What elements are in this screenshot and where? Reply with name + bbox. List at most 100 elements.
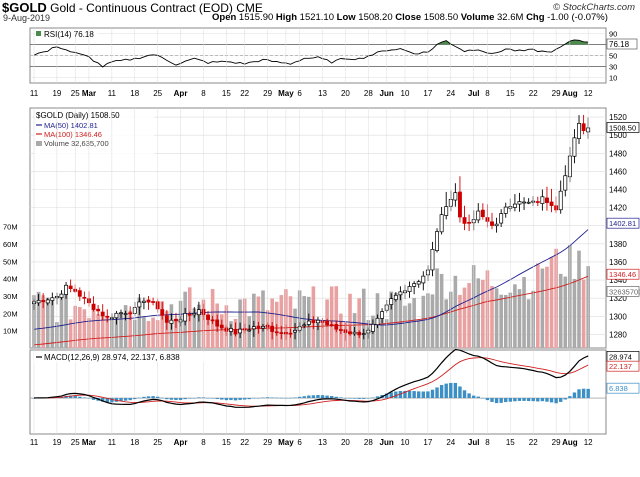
macd-hist-bar <box>288 397 293 399</box>
macd-hist-bar <box>284 397 288 399</box>
candle-body <box>316 319 320 324</box>
volume-bar <box>68 319 73 348</box>
chart-date: 9-Aug-2019 <box>3 13 51 23</box>
macd-hist-bar <box>256 398 261 399</box>
volume-bar <box>380 318 384 348</box>
macd-hist-bar <box>371 397 375 399</box>
candle-body <box>563 175 568 191</box>
candle-body <box>251 326 256 330</box>
x-tick-label: 6 <box>297 438 302 447</box>
candle-body <box>526 201 531 204</box>
volume-bar <box>517 289 522 348</box>
x-tick-label: 11 <box>108 438 117 447</box>
x-tick-label: Mar <box>82 89 96 98</box>
x-tick-label: 12 <box>584 438 593 447</box>
volume-bar <box>288 296 293 348</box>
macd-hist-bar <box>348 398 352 399</box>
macd-label: MACD(12,26,9) 28.974, 22.137, 6.838 <box>44 353 180 362</box>
legend-ma100: MA(100) 1346.46 <box>44 130 102 139</box>
candle-body <box>540 196 545 204</box>
volume-bar <box>105 317 110 348</box>
candle-body <box>348 331 352 335</box>
x-tick-label: 8 <box>201 89 206 98</box>
volume-bar <box>100 314 105 348</box>
candle-body <box>59 293 64 298</box>
price-tick-label: 1480 <box>609 149 627 158</box>
open-value: 1515.90 <box>238 12 274 23</box>
signal-tag-box <box>606 360 640 372</box>
legend-price: $GOLD (Daily) 1508.50 <box>36 111 120 120</box>
x-tick-label: 17 <box>423 438 432 447</box>
candle-body <box>439 214 444 233</box>
x-tick-label: 24 <box>446 438 455 447</box>
volume-bar <box>416 320 421 348</box>
ma50-tag: 1402.81 <box>609 219 636 228</box>
x-tick-label: 22 <box>529 89 538 98</box>
macd-hist-bar <box>215 398 219 399</box>
volume-bar <box>462 287 467 348</box>
price-tick-label: 1500 <box>609 131 627 140</box>
x-tick-label: 28 <box>364 438 373 447</box>
macd-hist-bar <box>403 390 407 399</box>
low-value: 1508.20 <box>358 12 393 23</box>
candle-body <box>100 311 105 317</box>
candle-body <box>68 285 73 289</box>
candle-body <box>435 231 439 251</box>
candle-body <box>164 315 169 323</box>
candle-body <box>77 290 82 297</box>
candle-body <box>398 291 403 296</box>
candle-body <box>82 296 87 299</box>
x-tick-label: 10 <box>401 89 410 98</box>
macd-tag: 28.974 <box>609 352 632 361</box>
volume-tick-label: 60M <box>3 240 18 249</box>
volume-bar <box>247 316 252 348</box>
volume-bar <box>572 278 577 348</box>
macd-hist-bar <box>275 397 279 399</box>
volume-bar <box>160 301 165 348</box>
x-tick-label: 15 <box>506 89 515 98</box>
price-tick-label: 1460 <box>609 167 627 176</box>
macd-hist-bar <box>357 398 361 399</box>
candle-body <box>96 308 101 312</box>
macd-hist-bar <box>238 398 242 400</box>
candle-body <box>412 283 417 287</box>
candle-body <box>522 201 527 204</box>
x-tick-label: 19 <box>52 89 61 98</box>
ma100-line <box>33 275 589 346</box>
candle-body <box>476 210 481 221</box>
macd-hist-bar <box>339 397 343 399</box>
macd-hist-bar <box>481 398 485 399</box>
volume-bar <box>476 278 481 348</box>
macd-hist-bar <box>572 392 577 399</box>
macd-hist-bar <box>407 390 412 399</box>
candle-body <box>329 324 334 326</box>
candle-body <box>41 300 46 303</box>
x-tick-label: 6 <box>297 89 302 98</box>
candle-body <box>352 331 357 335</box>
price-tags: 1508.50 1402.81 1346.46 32635700 <box>606 122 640 297</box>
candle-body <box>535 201 540 203</box>
candle-body <box>421 275 426 284</box>
candle-body <box>270 325 275 332</box>
macd-hist-bar <box>568 396 572 399</box>
candle-body <box>407 286 412 292</box>
candle-body <box>444 206 449 216</box>
x-tick-label: Jul <box>468 89 480 98</box>
macd-hist-bar <box>504 398 508 403</box>
macd-hist-bar <box>563 398 567 400</box>
price-tick-label: 1300 <box>609 312 627 321</box>
macd-panel: MACD(12,26,9) 28.974, 22.137, 6.838 28.9… <box>29 28 640 435</box>
volume-bar <box>137 297 142 348</box>
macd-hist-bar <box>586 388 590 399</box>
x-tick-label: 22 <box>240 89 249 98</box>
macd-hist-bar <box>499 398 503 403</box>
ma100-tag-box <box>606 268 640 280</box>
volume-bar <box>398 293 403 348</box>
volume-bar <box>128 310 132 348</box>
candle-body <box>549 201 554 206</box>
volume-bar <box>494 288 499 348</box>
high-value: 1521.10 <box>299 12 334 23</box>
volume-bar <box>540 268 545 348</box>
candle-body <box>457 191 462 218</box>
